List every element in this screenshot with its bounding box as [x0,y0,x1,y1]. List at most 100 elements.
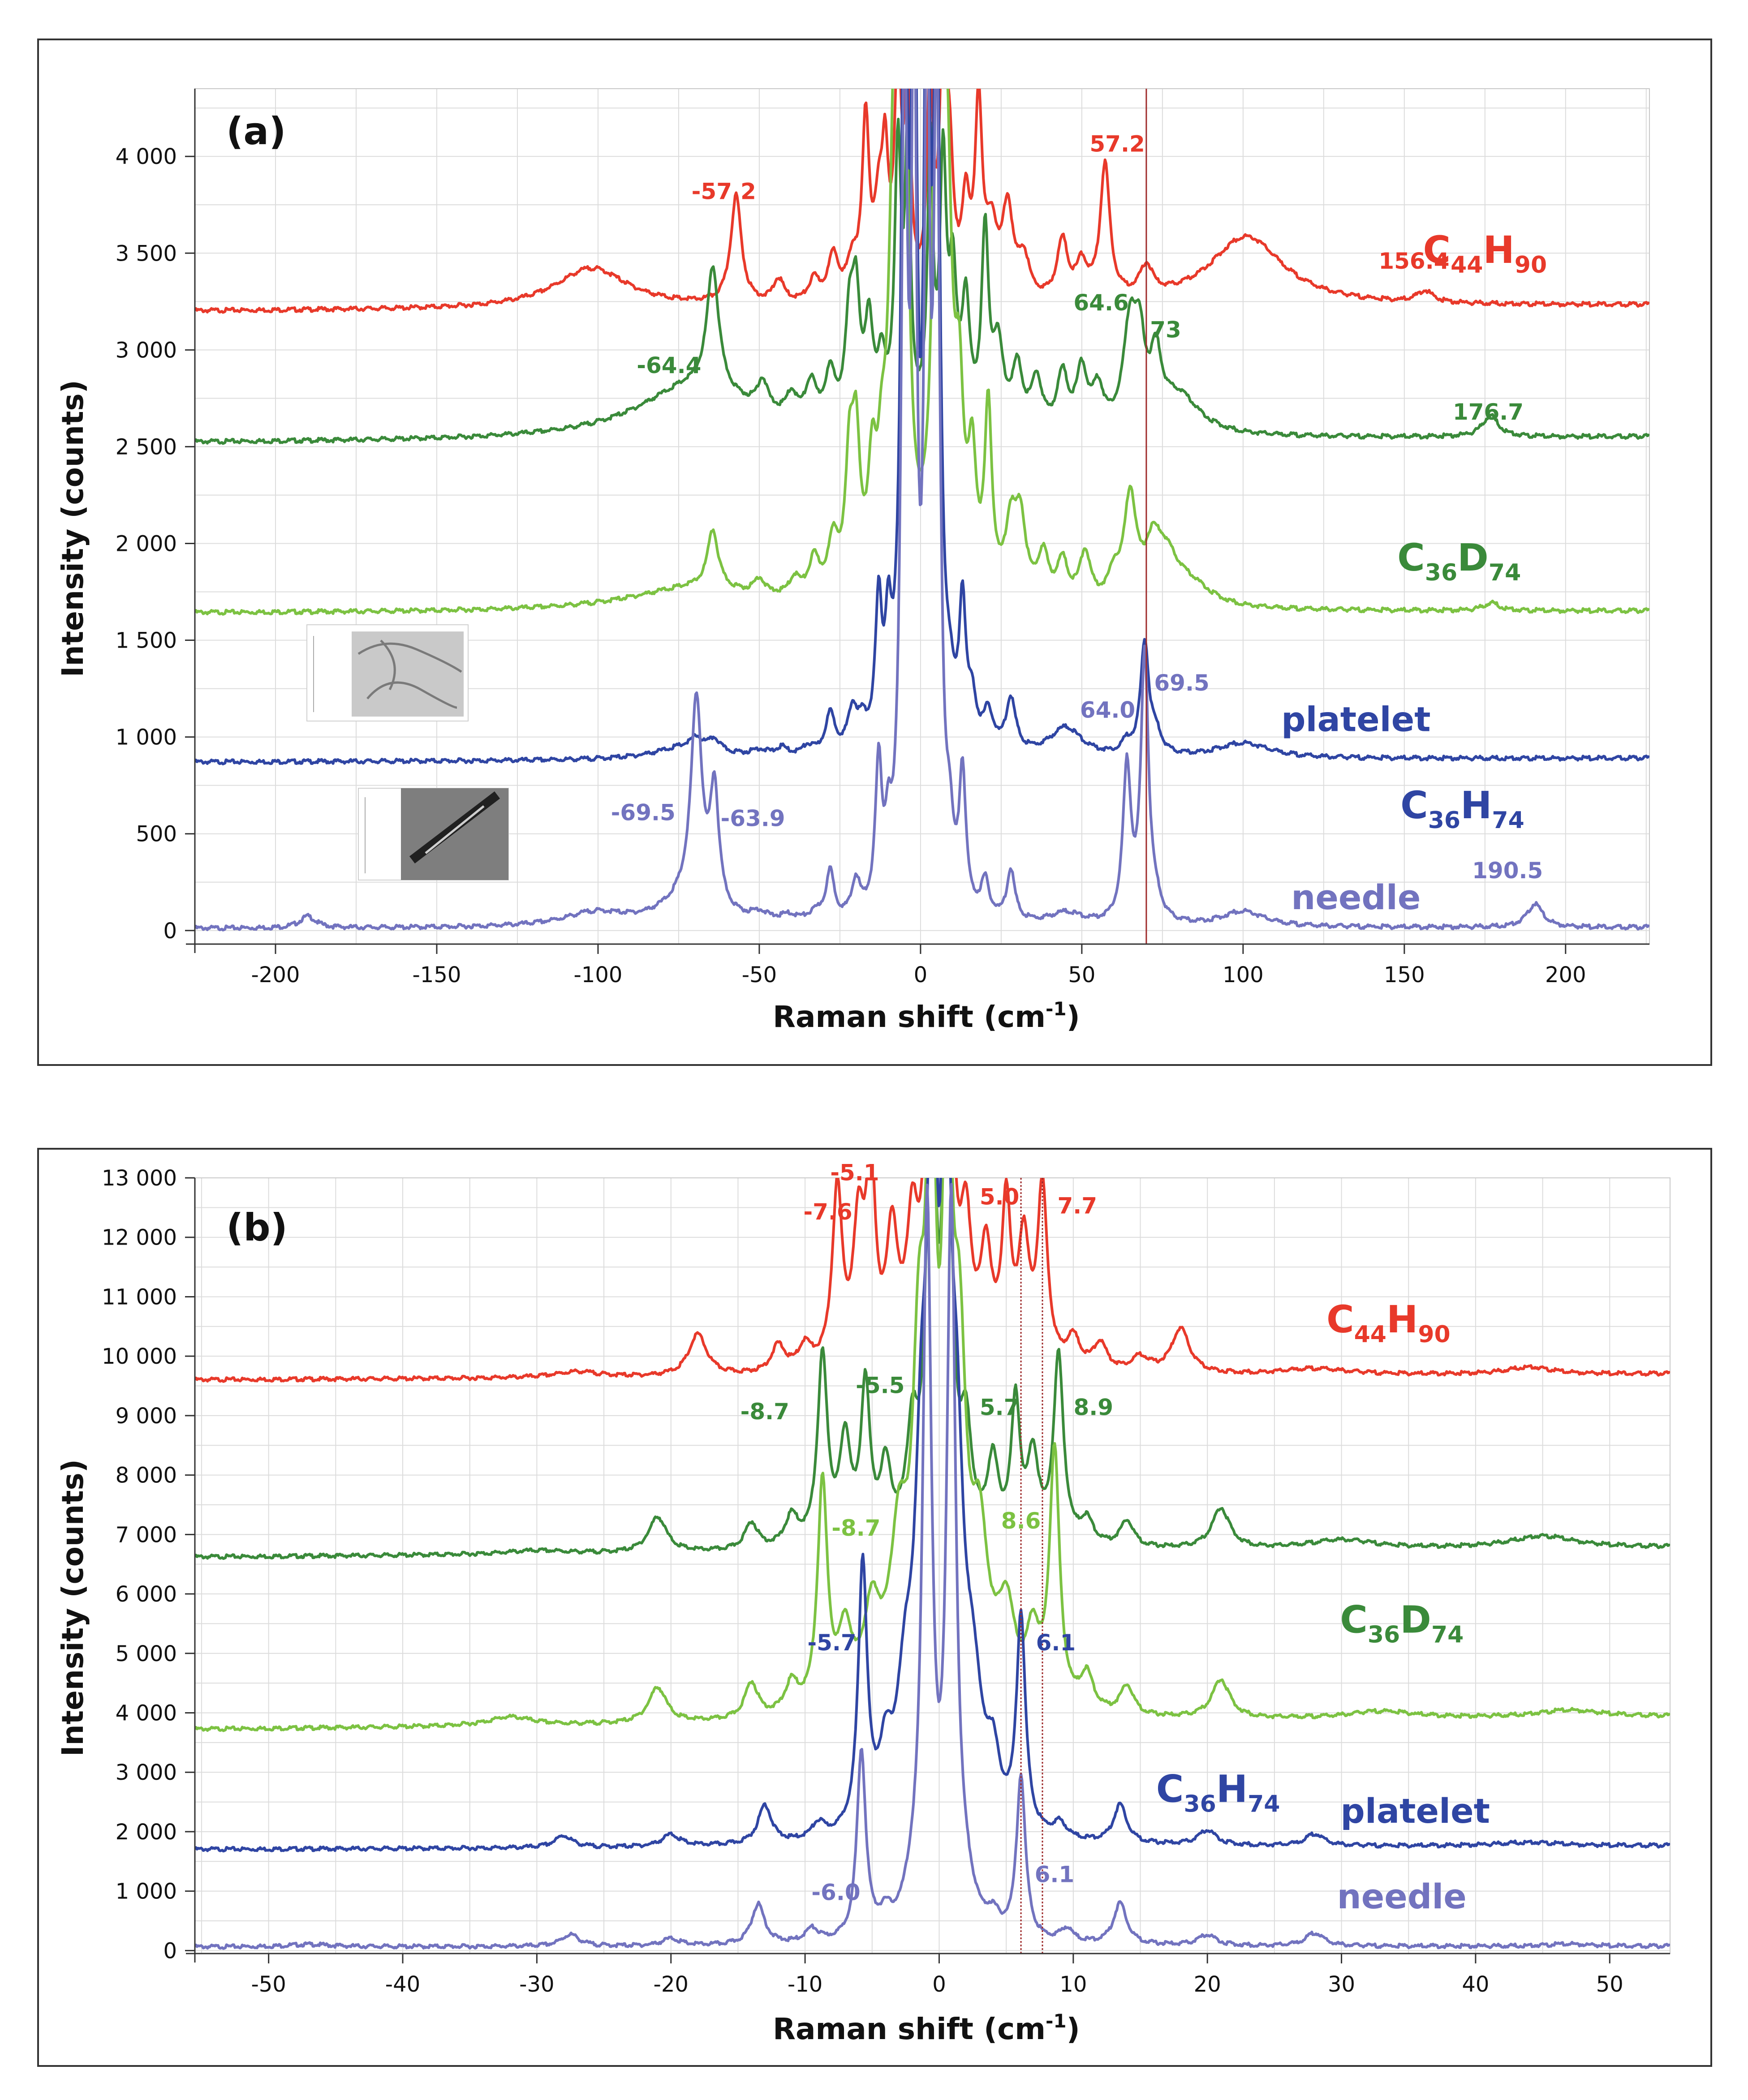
panel-a-annotations: -57.2 57.2 156.4 -64.4 64.6 73 176.7 64.0 69.5 -6… [611,131,1543,884]
series-platelet [195,1178,1670,1853]
series-C36D74_light [195,1178,1670,1732]
x-tick-label: 50 [1596,1972,1623,1997]
series-label: C36D74 [1340,1598,1464,1648]
y-tick-label: 2 000 [116,531,177,556]
peak-annotation: 176.7 [1453,399,1524,425]
y-tick-label: 1 000 [116,1879,177,1904]
y-tick-label: 1 500 [116,628,177,653]
y-tick-label: 3 500 [116,241,177,266]
x-tick-label: -40 [385,1972,420,1997]
y-tick-label: 3 000 [116,1760,177,1785]
panel-a-frame [37,39,1712,1066]
panel-b-ticks: -50 -40 -30 -20 -10 0 10 20 30 40 50 0 1 000 2 000 3 0… [102,1166,1623,1997]
panel-b-series-labels: C44H90 C36D74 C36H74 platelet needle [1156,1297,1490,1916]
y-tick-label: 4 000 [116,144,177,169]
x-tick-label: -10 [788,1972,822,1997]
x-tick-label: 200 [1545,962,1586,988]
peak-annotation: 8.9 [1073,1395,1113,1421]
series-label: needle [1337,1877,1467,1916]
panel-b-series [195,1178,1670,1954]
peak-annotation: 190.5 [1472,858,1543,884]
peak-annotation: 8.6 [1001,1508,1041,1534]
y-tick-label: 3 000 [116,338,177,363]
y-tick-label: 9 000 [116,1404,177,1429]
peak-annotation: 5.7 [980,1395,1020,1421]
inset-needle-image [358,788,509,880]
panel-b-grid [194,1177,1671,1954]
x-tick-label: -150 [412,962,461,988]
y-tick-label: 2 000 [116,1820,177,1845]
panel-a-series-labels: C44H90 C36D74 platelet C36H74 needle [1281,228,1547,917]
x-tick-label: -200 [251,962,300,988]
x-tick-label: 40 [1462,1972,1489,1997]
peak-annotation: -5.5 [856,1372,904,1398]
panel-a-ticks: -200 -150 -100 -50 0 50 100 150 200 0 500 1 000 1 50… [116,144,1586,988]
y-tick-label: 0 [163,919,177,944]
y-tick-label: 13 000 [102,1166,177,1191]
x-tick-label: 20 [1194,1972,1221,1997]
panel-a-series [195,89,1649,944]
peak-annotation: 6.1 [1035,1862,1075,1888]
panel-b-letter: (b) [226,1206,288,1250]
peak-annotation: 5.0 [980,1184,1020,1210]
y-tick-label: 4 000 [116,1701,177,1726]
series-label: C36H74 [1400,783,1524,834]
y-tick-label: 500 [136,822,177,847]
series-needle [195,1183,1670,1950]
x-tick-label: -50 [251,1972,286,1997]
x-tick-label: -100 [573,962,622,988]
y-tick-label: 8 000 [116,1463,177,1488]
series-platelet [195,89,1649,765]
x-tick-label: 30 [1328,1972,1355,1997]
y-tick-label: 12 000 [102,1225,177,1250]
panel-a: -200 -150 -100 -50 0 50 100 150 200 0 500 1 000 1 50… [56,88,1650,1034]
panel-a-letter: (a) [226,109,286,153]
y-tick-label: 11 000 [102,1284,177,1310]
peak-annotation: 6.1 [1036,1630,1076,1656]
x-tick-label: 10 [1059,1972,1087,1997]
peak-annotation: -8.7 [831,1515,880,1541]
y-tick-label: 6 000 [116,1582,177,1607]
series-label: platelet [1281,700,1431,739]
x-tick-label: -50 [742,962,777,988]
peak-annotation: -57.2 [692,178,756,204]
peak-annotation: -7.6 [803,1199,852,1225]
peak-annotation: -63.9 [720,805,785,831]
peak-annotation: -5.1 [830,1160,879,1185]
panel-b: -50 -40 -30 -20 -10 0 10 20 30 40 50 0 1 000 2 000 3 0… [56,1160,1671,2046]
y-tick-label: 10 000 [102,1344,177,1369]
series-label: needle [1291,877,1421,917]
panel-a-y-axis-label: Intensity (counts) [56,380,90,677]
peak-annotation: 7.7 [1058,1193,1098,1219]
x-tick-label: 100 [1223,962,1264,988]
y-tick-label: 7 000 [116,1522,177,1547]
y-tick-label: 2 500 [116,434,177,460]
series-label: C44H90 [1326,1297,1451,1348]
peak-annotation: -8.7 [741,1399,789,1425]
inset-platelet-image [306,624,469,721]
panel-a-x-axis-label: Raman shift (cm-1) [773,998,1080,1034]
peak-annotation: -69.5 [611,799,676,825]
series-label: C44H90 [1423,228,1547,279]
peak-annotation: 156.4 [1378,248,1449,274]
series-label: platelet [1340,1791,1490,1831]
series-C36D74_dark [195,105,1649,445]
peak-annotation: -64.4 [637,352,701,378]
peak-annotation: -5.7 [807,1630,856,1656]
y-tick-label: 0 [163,1938,177,1963]
panel-a-axes [186,89,1649,953]
peak-annotation: 69.5 [1154,670,1209,696]
series-label: C36H74 [1156,1767,1280,1818]
panel-b-frame [37,1148,1712,2067]
panel-b-x-axis-label: Raman shift (cm-1) [773,2010,1080,2046]
panel-b-annotations: -5.1 -7.6 5.0 7.7 -8.7 -5.5 5.7 8.9 -8.7 8.6 -5.7 6… [741,1160,1113,1905]
y-tick-label: 5 000 [116,1641,177,1666]
x-tick-label: -20 [654,1972,689,1997]
series-C44H90 [195,1178,1670,1383]
peak-annotation: 64.0 [1080,697,1135,723]
x-tick-label: 0 [932,1972,946,1997]
x-tick-label: 50 [1068,962,1095,988]
panel-b-y-axis-label: Intensity (counts) [56,1459,90,1756]
x-tick-label: -30 [519,1972,554,1997]
